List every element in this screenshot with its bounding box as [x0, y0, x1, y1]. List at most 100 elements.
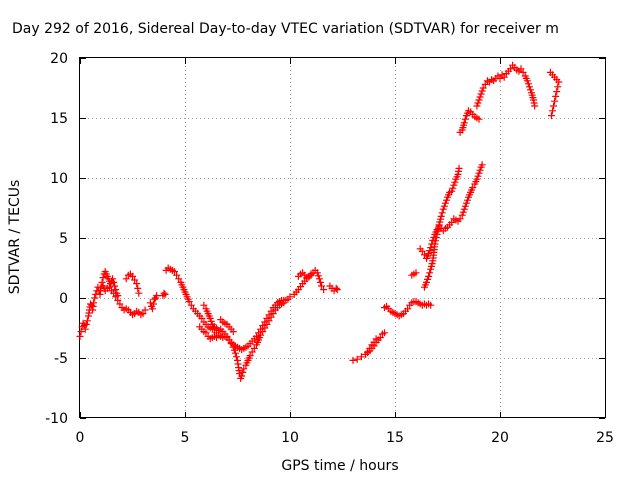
data-point	[477, 90, 485, 98]
data-point	[160, 289, 168, 297]
data-point	[432, 234, 440, 242]
data-point	[139, 310, 147, 318]
data-point	[153, 292, 161, 300]
data-point	[461, 202, 469, 210]
data-point	[420, 251, 428, 259]
grid	[80, 58, 605, 418]
data-point	[425, 250, 433, 258]
data-point	[376, 334, 384, 342]
data-point	[476, 93, 484, 101]
data-point	[134, 284, 142, 292]
x-tick-label: 25	[596, 430, 614, 446]
data-point	[449, 184, 457, 192]
data-point	[91, 294, 99, 302]
data-point	[531, 102, 539, 110]
data-point	[77, 328, 85, 336]
data-point	[474, 172, 482, 180]
data-point	[440, 202, 448, 210]
data-point	[431, 240, 439, 248]
data-point	[550, 102, 558, 110]
data-point	[252, 332, 260, 340]
data-point	[427, 301, 435, 309]
data-point	[366, 344, 374, 352]
y-tick-label: 15	[50, 111, 68, 127]
data-point	[259, 322, 267, 330]
data-point	[463, 196, 471, 204]
data-point	[110, 289, 118, 297]
data-point	[458, 211, 466, 219]
data-point	[364, 348, 372, 356]
y-tick-label: -10	[45, 411, 68, 427]
data-point	[404, 305, 412, 313]
data-point	[76, 332, 84, 340]
data-point	[526, 86, 534, 94]
y-tick-label: -5	[54, 351, 68, 367]
ticks	[80, 58, 606, 419]
data-point	[357, 353, 365, 361]
data-point	[469, 184, 477, 192]
data-point	[173, 271, 181, 279]
data-point	[314, 272, 322, 280]
data-point	[524, 80, 532, 88]
data-point	[451, 178, 459, 186]
data-point	[232, 353, 240, 361]
data-point	[496, 74, 504, 82]
data-point	[175, 275, 183, 283]
data-point	[248, 348, 256, 356]
data-point	[99, 274, 107, 282]
data-point	[554, 83, 562, 91]
data-point	[439, 205, 447, 213]
data-point	[425, 272, 433, 280]
data-point	[148, 305, 156, 313]
data-point	[131, 276, 139, 284]
data-point	[129, 272, 136, 280]
data-point	[349, 356, 357, 364]
data-point	[257, 325, 265, 333]
data-point	[116, 300, 124, 308]
data-point	[475, 115, 483, 123]
data-point	[110, 278, 118, 286]
data-point	[462, 199, 470, 207]
data-point	[307, 270, 315, 278]
data-point	[111, 282, 119, 290]
data-point	[473, 175, 481, 183]
data-point	[555, 78, 563, 86]
plot-frame	[79, 57, 606, 418]
data-point	[316, 278, 324, 286]
data-point	[114, 296, 122, 304]
data-point	[481, 80, 489, 88]
y-tick-label: 20	[50, 51, 68, 67]
data-point	[478, 87, 486, 95]
data-point	[500, 73, 508, 81]
chart-title: Day 292 of 2016, Sidereal Day-to-day VTE…	[12, 21, 559, 37]
data-point	[263, 314, 271, 322]
data-point	[475, 169, 483, 177]
data-point	[423, 278, 430, 286]
data-point	[426, 247, 434, 255]
data-point	[474, 99, 482, 107]
data-point	[460, 205, 468, 213]
data-point	[239, 368, 247, 376]
data-point	[434, 227, 442, 235]
tick-labels: 0 5 10 15 20 25 -10 -5 0 5 10 15 20	[45, 51, 614, 446]
data-point	[448, 187, 456, 195]
data-point	[200, 301, 208, 309]
x-tick-label: 0	[76, 430, 85, 446]
data-point	[135, 289, 143, 297]
data-point	[353, 355, 361, 363]
data-point	[98, 278, 106, 286]
data-point	[478, 161, 486, 169]
data-point	[210, 325, 218, 333]
data-point	[202, 329, 210, 337]
data-point	[82, 320, 90, 328]
y-axis-label: SDTVAR / TECUs	[7, 180, 23, 295]
data-point	[112, 286, 120, 294]
data-point	[81, 325, 89, 333]
data-point	[161, 290, 169, 298]
data-point	[240, 365, 248, 373]
x-tick-label: 5	[181, 430, 190, 446]
data-point	[332, 284, 340, 292]
data-point	[473, 102, 481, 110]
data-point	[313, 269, 321, 277]
data-point	[315, 275, 323, 283]
